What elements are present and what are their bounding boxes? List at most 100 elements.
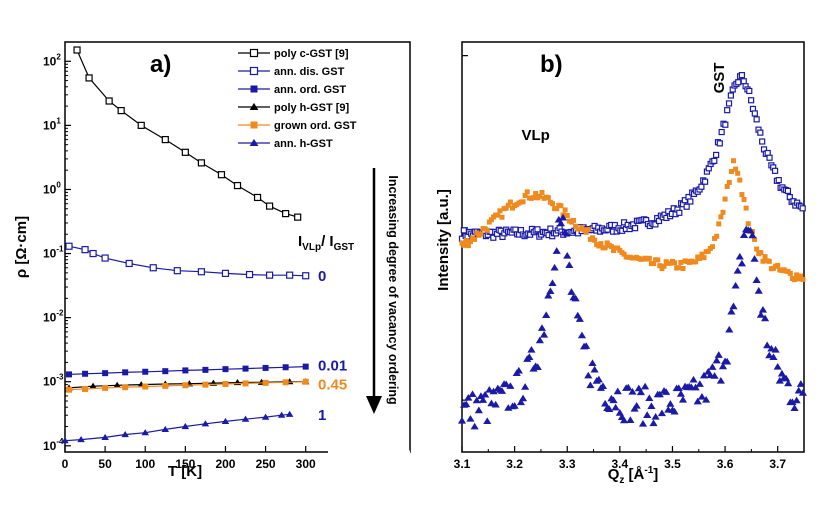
data-point — [730, 158, 736, 164]
data-point — [657, 263, 663, 269]
data-point — [548, 279, 557, 287]
data-point — [794, 272, 800, 278]
data-point — [769, 353, 778, 361]
data-point — [752, 276, 761, 283]
data-point — [724, 183, 730, 189]
y-tick-label: 102 — [43, 52, 61, 68]
data-point — [490, 234, 497, 241]
data-point — [733, 266, 742, 274]
data-point — [82, 385, 89, 392]
data-point — [518, 394, 528, 402]
data-point — [632, 401, 641, 409]
x-label-end: ] — [653, 466, 658, 483]
ratio-header-sub1: VLp — [302, 242, 321, 253]
data-point — [563, 251, 572, 259]
data-point — [285, 410, 294, 417]
ratio-labels: 0 0.01 0.45 1 — [318, 268, 347, 424]
data-point — [101, 254, 109, 262]
ratio-label: 0.01 — [318, 357, 347, 374]
data-point — [652, 221, 659, 228]
data-point — [221, 269, 230, 277]
data-point — [598, 241, 604, 247]
data-point — [101, 433, 109, 441]
data-point — [579, 224, 585, 230]
data-point — [782, 374, 791, 382]
data-point — [666, 400, 675, 407]
data-point — [564, 213, 570, 219]
data-point — [728, 169, 734, 175]
x-tick-label: 100 — [135, 457, 155, 471]
data-point — [661, 263, 667, 269]
data-point — [484, 227, 490, 233]
data-point — [527, 345, 536, 353]
data-point — [202, 366, 209, 373]
data-point — [626, 416, 635, 423]
data-point — [796, 380, 805, 387]
data-point — [771, 167, 779, 174]
data-point — [89, 382, 97, 389]
legend-marker — [249, 48, 259, 58]
data-point — [481, 390, 490, 398]
data-point — [708, 363, 717, 370]
data-point — [737, 177, 743, 183]
data-point — [549, 201, 555, 207]
data-point — [725, 325, 734, 333]
data-point — [720, 209, 726, 215]
data-point — [727, 92, 734, 99]
data-point — [712, 356, 721, 364]
data-point — [161, 135, 169, 144]
data-point — [66, 371, 73, 378]
y-tick-label: 101 — [43, 116, 61, 132]
x-tick-label: 3.6 — [717, 457, 734, 471]
data-point — [733, 166, 739, 172]
data-point — [753, 116, 760, 123]
data-point — [759, 138, 766, 145]
data-point — [242, 380, 249, 387]
data-point — [567, 288, 576, 295]
data-point — [121, 430, 129, 438]
data-point — [181, 148, 189, 156]
data-point — [680, 265, 686, 271]
data-point — [646, 255, 652, 261]
data-point — [609, 396, 618, 404]
data-point — [641, 382, 650, 390]
panel-b-diffraction-chart: 3.1 3.2 3.3 3.4 3.5 3.6 3.7 b) VLp GST Qz [Å-1]… — [435, 41, 808, 486]
data-point — [577, 331, 587, 339]
x-label-base: Q — [608, 466, 620, 483]
data-point — [85, 74, 93, 82]
data-point — [657, 409, 667, 417]
legend-entry: ann. dis. GST — [274, 66, 345, 78]
data-point — [472, 396, 481, 404]
data-point — [82, 370, 89, 377]
data-point — [702, 395, 711, 403]
vacancy-ordering-arrowhead — [366, 396, 382, 414]
data-point — [125, 259, 133, 268]
panel-a-axes: 0 50 100 150 200 250 300 10-4 10-3 10-2 10-1 100 101… — [43, 52, 316, 471]
legend-marker — [249, 66, 259, 76]
data-point — [775, 376, 784, 384]
data-point — [678, 395, 688, 403]
data-point — [540, 330, 549, 338]
data-point — [611, 248, 617, 254]
data-point — [489, 387, 498, 395]
data-point — [748, 231, 757, 239]
data-point — [531, 195, 537, 201]
data-point — [277, 411, 286, 418]
x-tick-label: 150 — [175, 457, 195, 471]
data-point — [718, 214, 724, 220]
data-point — [233, 181, 242, 190]
data-point — [739, 231, 749, 239]
data-point — [66, 386, 73, 393]
data-point — [594, 375, 603, 383]
data-point — [81, 246, 89, 254]
data-point — [699, 371, 709, 379]
data-point — [722, 196, 728, 202]
data-point — [478, 396, 488, 403]
data-point — [727, 307, 736, 315]
data-point — [716, 140, 723, 147]
data-point — [735, 252, 744, 260]
panel-b-series — [457, 72, 808, 430]
data-point — [534, 226, 541, 233]
data-point — [655, 257, 661, 263]
data-point — [467, 239, 473, 245]
